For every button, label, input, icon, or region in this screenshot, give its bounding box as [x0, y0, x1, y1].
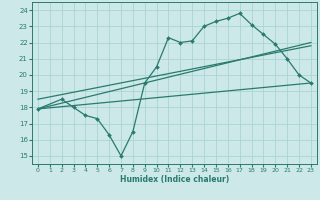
X-axis label: Humidex (Indice chaleur): Humidex (Indice chaleur) [120, 175, 229, 184]
